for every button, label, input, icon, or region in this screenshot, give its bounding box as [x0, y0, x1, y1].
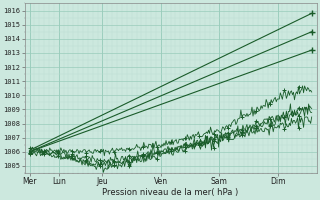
X-axis label: Pression niveau de la mer( hPa ): Pression niveau de la mer( hPa ) [102, 188, 239, 197]
